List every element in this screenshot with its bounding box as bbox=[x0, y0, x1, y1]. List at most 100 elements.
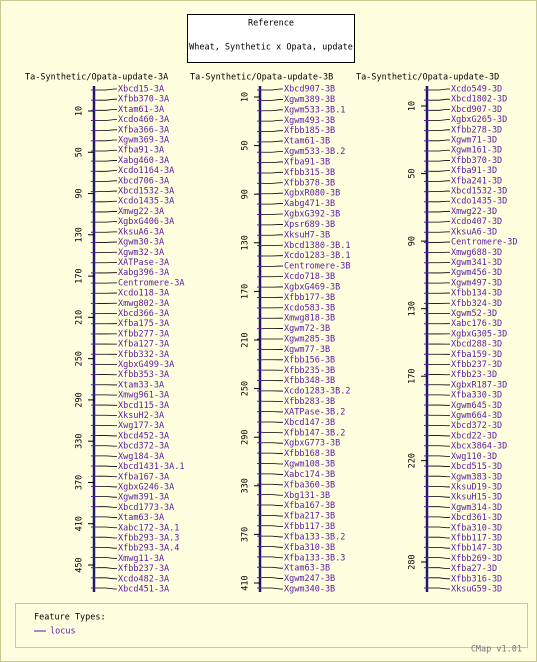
feature-label: XgbxG499-3A bbox=[118, 360, 174, 370]
feature-connector bbox=[430, 180, 450, 182]
feature-label: Xmwg802-3A bbox=[118, 299, 169, 309]
feature-label: Xcdo1283-3B.2 bbox=[284, 387, 351, 397]
feature-label: Xbg131-3B bbox=[284, 491, 330, 501]
feature-connector bbox=[263, 130, 283, 132]
feature-label: Xfbb134-3D bbox=[451, 289, 502, 299]
feature-label: XksuA6-3D bbox=[451, 227, 497, 237]
feature-label: Xfba360-3B bbox=[284, 480, 335, 490]
tick-label: 170 bbox=[241, 284, 251, 299]
legend-box bbox=[15, 603, 528, 648]
feature-label: Xfba310-3B bbox=[284, 543, 335, 553]
feature-label: Xwg110-3D bbox=[451, 452, 497, 462]
feature-label: Xtam61-3A bbox=[118, 105, 164, 115]
feature-connector bbox=[97, 475, 117, 478]
feature-label: Xgwm533-3B.2 bbox=[284, 147, 345, 157]
feature-connector bbox=[97, 180, 117, 182]
feature-connector bbox=[263, 525, 283, 527]
feature-connector bbox=[430, 536, 450, 539]
feature-label: Xbcd288-3D bbox=[451, 340, 502, 350]
feature-connector bbox=[97, 200, 117, 203]
feature-label: Xtam63-3A bbox=[118, 513, 164, 523]
feature-label: Xfba133-3B.3 bbox=[284, 553, 345, 563]
feature-label: XgbxG246-3A bbox=[118, 482, 174, 492]
feature-label: Xfbb117-3B bbox=[284, 522, 335, 532]
reference-title: Reference bbox=[248, 19, 294, 29]
feature-connector bbox=[263, 99, 283, 101]
feature-label: Xgwm77-3B bbox=[284, 345, 330, 355]
feature-connector bbox=[97, 465, 117, 467]
feature-label: Xfbb168-3B bbox=[284, 449, 335, 459]
feature-label: Xgwm285-3B bbox=[284, 335, 335, 345]
feature-label: Xfbb348-3B bbox=[284, 376, 335, 386]
feature-connector bbox=[97, 88, 117, 91]
feature-label: Xbcx3864-3D bbox=[451, 442, 507, 452]
feature-label: Xgwm314-3D bbox=[451, 503, 502, 513]
feature-label: Xfba167-3B bbox=[284, 501, 335, 511]
feature-label: Xfba27-3D bbox=[451, 564, 497, 574]
tick-label: 410 bbox=[75, 516, 85, 531]
tick-label: 290 bbox=[241, 430, 251, 445]
tick-label: 130 bbox=[408, 301, 418, 316]
feature-label: Xgwm369-3A bbox=[118, 136, 169, 146]
feature-connector bbox=[430, 139, 450, 142]
feature-connector bbox=[430, 109, 450, 111]
feature-label: Xmwg961-3A bbox=[118, 391, 169, 401]
feature-label: Xfba330-3D bbox=[451, 391, 502, 401]
feature-label: Xfbb315-3B bbox=[284, 168, 335, 178]
feature-connector bbox=[430, 516, 450, 518]
feature-label: Xcdo583-3B bbox=[284, 303, 335, 313]
feature-connector bbox=[430, 129, 450, 132]
feature-label: Xmwg22-3A bbox=[118, 207, 164, 217]
tick-label: 210 bbox=[75, 310, 85, 325]
feature-label: Xgwm161-3D bbox=[451, 146, 502, 156]
feature-label: Xbcd1532-3D bbox=[451, 187, 507, 197]
feature-label: Xgwm30-3A bbox=[118, 238, 164, 248]
feature-connector bbox=[97, 119, 117, 121]
feature-label: XksuH7-3B bbox=[284, 230, 330, 240]
map-title: Ta-Synthetic/Opata-update-3A bbox=[25, 73, 168, 83]
feature-label: Xpsr689-3B bbox=[284, 220, 335, 230]
feature-label: Xfbb316-3D bbox=[451, 574, 502, 584]
tick-label: 10 bbox=[75, 106, 85, 116]
feature-label: Xfba366-3A bbox=[118, 125, 169, 135]
tick-label: 250 bbox=[241, 381, 251, 396]
feature-label: Xbcd907-3D bbox=[451, 105, 502, 115]
feature-label: Xabc172-3A.1 bbox=[118, 523, 179, 533]
feature-label: Xbcd147-3B bbox=[284, 418, 335, 428]
feature-connector bbox=[430, 485, 450, 488]
feature-label: Xfbb235-3B bbox=[284, 366, 335, 376]
feature-label: Xbcd452-3A bbox=[118, 431, 169, 441]
feature-label: XksuH2-3A bbox=[118, 411, 164, 421]
feature-connector bbox=[430, 190, 450, 193]
feature-connector bbox=[263, 151, 283, 153]
tick-label: 250 bbox=[75, 351, 85, 366]
tick-label: 10 bbox=[241, 92, 251, 102]
feature-label: Xmwg818-3B bbox=[284, 314, 335, 324]
feature-connector bbox=[263, 192, 283, 195]
feature-connector bbox=[97, 516, 117, 518]
feature-connector bbox=[97, 587, 117, 590]
tick-label: 450 bbox=[75, 557, 85, 572]
feature-label: Xfbb277-3A bbox=[118, 329, 169, 339]
feature-connector bbox=[97, 577, 117, 580]
feature-connector bbox=[430, 149, 450, 152]
feature-label: Xgwm247-3B bbox=[284, 574, 335, 584]
feature-label: Xgwm664-3D bbox=[451, 411, 502, 421]
feature-label: Xbcd1802-3D bbox=[451, 95, 507, 105]
feature-label: Xfbb378-3B bbox=[284, 178, 335, 188]
reference-box bbox=[187, 14, 355, 63]
feature-label: Centromere-3A bbox=[118, 278, 185, 288]
feature-connector bbox=[263, 577, 283, 579]
feature-label: Xcdo1435-3D bbox=[451, 197, 507, 207]
feature-label: XgbxG406-3A bbox=[118, 217, 174, 227]
feature-label: XgbxG773-3B bbox=[284, 439, 340, 449]
feature-label: Xfbb185-3B bbox=[284, 126, 335, 136]
feature-connector bbox=[263, 483, 283, 486]
feature-connector bbox=[97, 485, 117, 488]
feature-label: Xbcd22-3D bbox=[451, 431, 497, 441]
feature-label: Xfbb156-3B bbox=[284, 355, 335, 365]
feature-label: Xfbb370-3D bbox=[451, 156, 502, 166]
feature-connector bbox=[97, 546, 117, 549]
feature-label: Xcdo718-3B bbox=[284, 272, 335, 282]
